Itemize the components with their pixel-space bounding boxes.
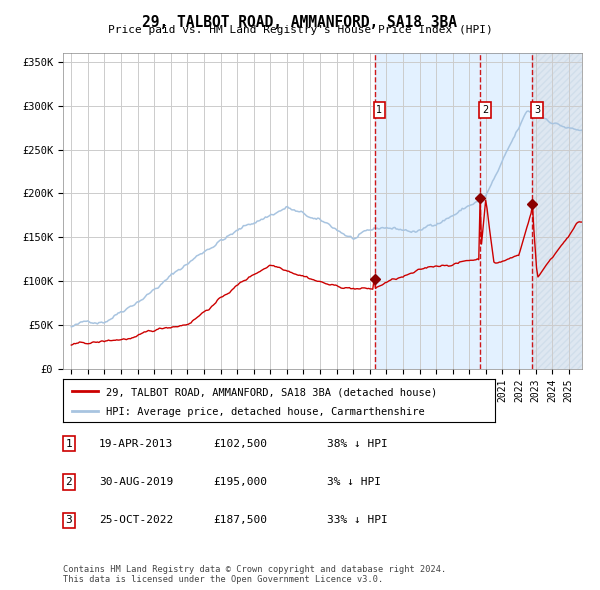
Text: 1: 1 <box>376 105 382 115</box>
Text: 33% ↓ HPI: 33% ↓ HPI <box>327 516 388 525</box>
Text: 3% ↓ HPI: 3% ↓ HPI <box>327 477 381 487</box>
Text: 29, TALBOT ROAD, AMMANFORD, SA18 3BA (detached house): 29, TALBOT ROAD, AMMANFORD, SA18 3BA (de… <box>106 387 437 397</box>
Text: 1: 1 <box>65 439 73 448</box>
Text: 30-AUG-2019: 30-AUG-2019 <box>99 477 173 487</box>
Text: Contains HM Land Registry data © Crown copyright and database right 2024.
This d: Contains HM Land Registry data © Crown c… <box>63 565 446 584</box>
Text: 38% ↓ HPI: 38% ↓ HPI <box>327 439 388 448</box>
Text: Price paid vs. HM Land Registry's House Price Index (HPI): Price paid vs. HM Land Registry's House … <box>107 25 493 35</box>
Text: 3: 3 <box>65 516 73 525</box>
Text: £102,500: £102,500 <box>213 439 267 448</box>
Text: 2: 2 <box>482 105 488 115</box>
Text: 3: 3 <box>534 105 540 115</box>
Bar <box>374 53 532 369</box>
Text: 29, TALBOT ROAD, AMMANFORD, SA18 3BA: 29, TALBOT ROAD, AMMANFORD, SA18 3BA <box>143 15 458 30</box>
Text: HPI: Average price, detached house, Carmarthenshire: HPI: Average price, detached house, Carm… <box>106 407 425 417</box>
Text: 19-APR-2013: 19-APR-2013 <box>99 439 173 448</box>
Text: 25-OCT-2022: 25-OCT-2022 <box>99 516 173 525</box>
Text: 2: 2 <box>65 477 73 487</box>
Text: £187,500: £187,500 <box>213 516 267 525</box>
Text: £195,000: £195,000 <box>213 477 267 487</box>
Bar <box>532 53 599 369</box>
